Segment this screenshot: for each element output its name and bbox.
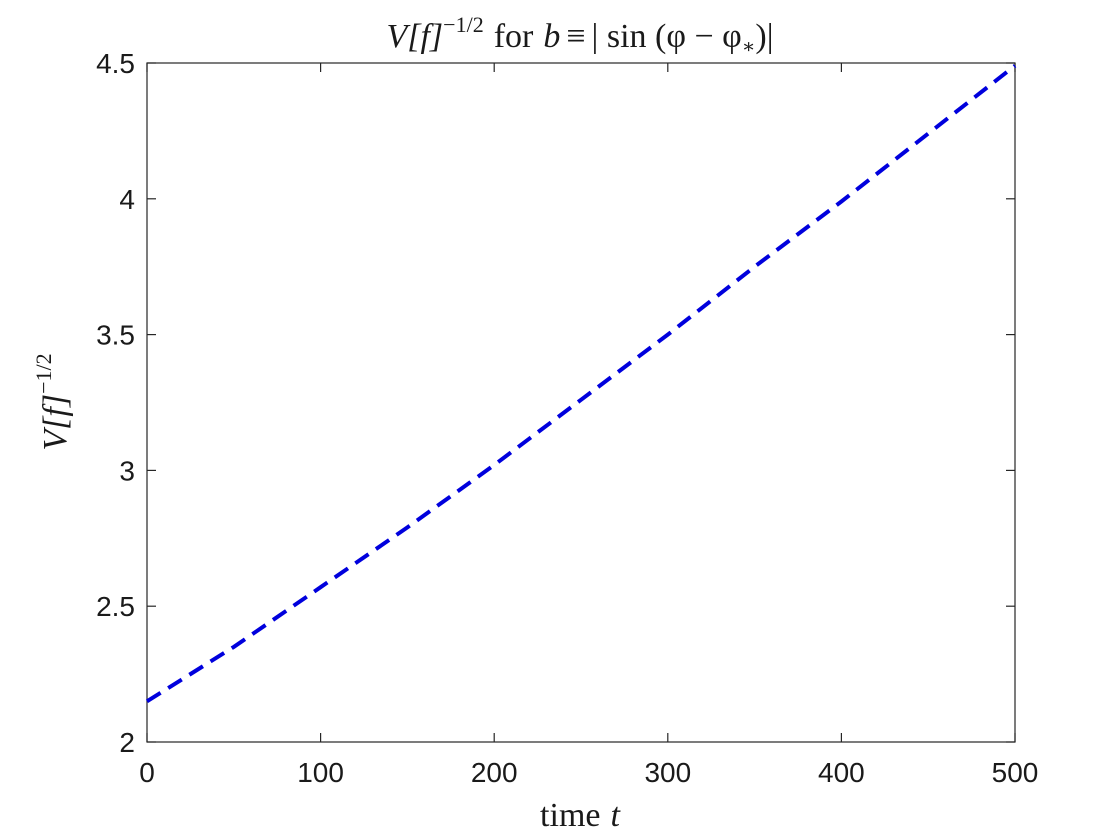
axes-box — [146, 62, 1016, 743]
y-tick-label: 2 — [119, 727, 135, 758]
y-tick-label: 4.5 — [96, 48, 135, 79]
y-tick-label: 4 — [119, 184, 135, 215]
y-axis-label: V[f]−1/2 — [31, 353, 74, 450]
x-tick-label: 300 — [644, 757, 691, 788]
series-line-0 — [145, 64, 1017, 703]
x-tick-label: 400 — [818, 757, 865, 788]
x-tick-label: 0 — [139, 757, 155, 788]
y-axis: 2 2.5 3 3.5 4 4.5 — [96, 48, 1015, 758]
x-axis: 0 100 200 300 400 500 — [139, 63, 1038, 788]
y-tick-label: 2.5 — [96, 591, 135, 622]
y-tick-label: 3 — [119, 455, 135, 486]
x-tick-label: 200 — [471, 757, 518, 788]
x-tick-label: 100 — [297, 757, 344, 788]
series-layer — [145, 64, 1017, 703]
x-tick-label: 500 — [992, 757, 1039, 788]
y-tick-label: 3.5 — [96, 320, 135, 351]
chart-title: V[f]−1/2 for b ≡ | sin (φ − φ∗)| — [386, 12, 773, 58]
x-axis-label: time t — [540, 797, 621, 834]
plot-area: 0 100 200 300 400 500 2 2.5 3 3.5 4 4.5 — [96, 48, 1038, 788]
